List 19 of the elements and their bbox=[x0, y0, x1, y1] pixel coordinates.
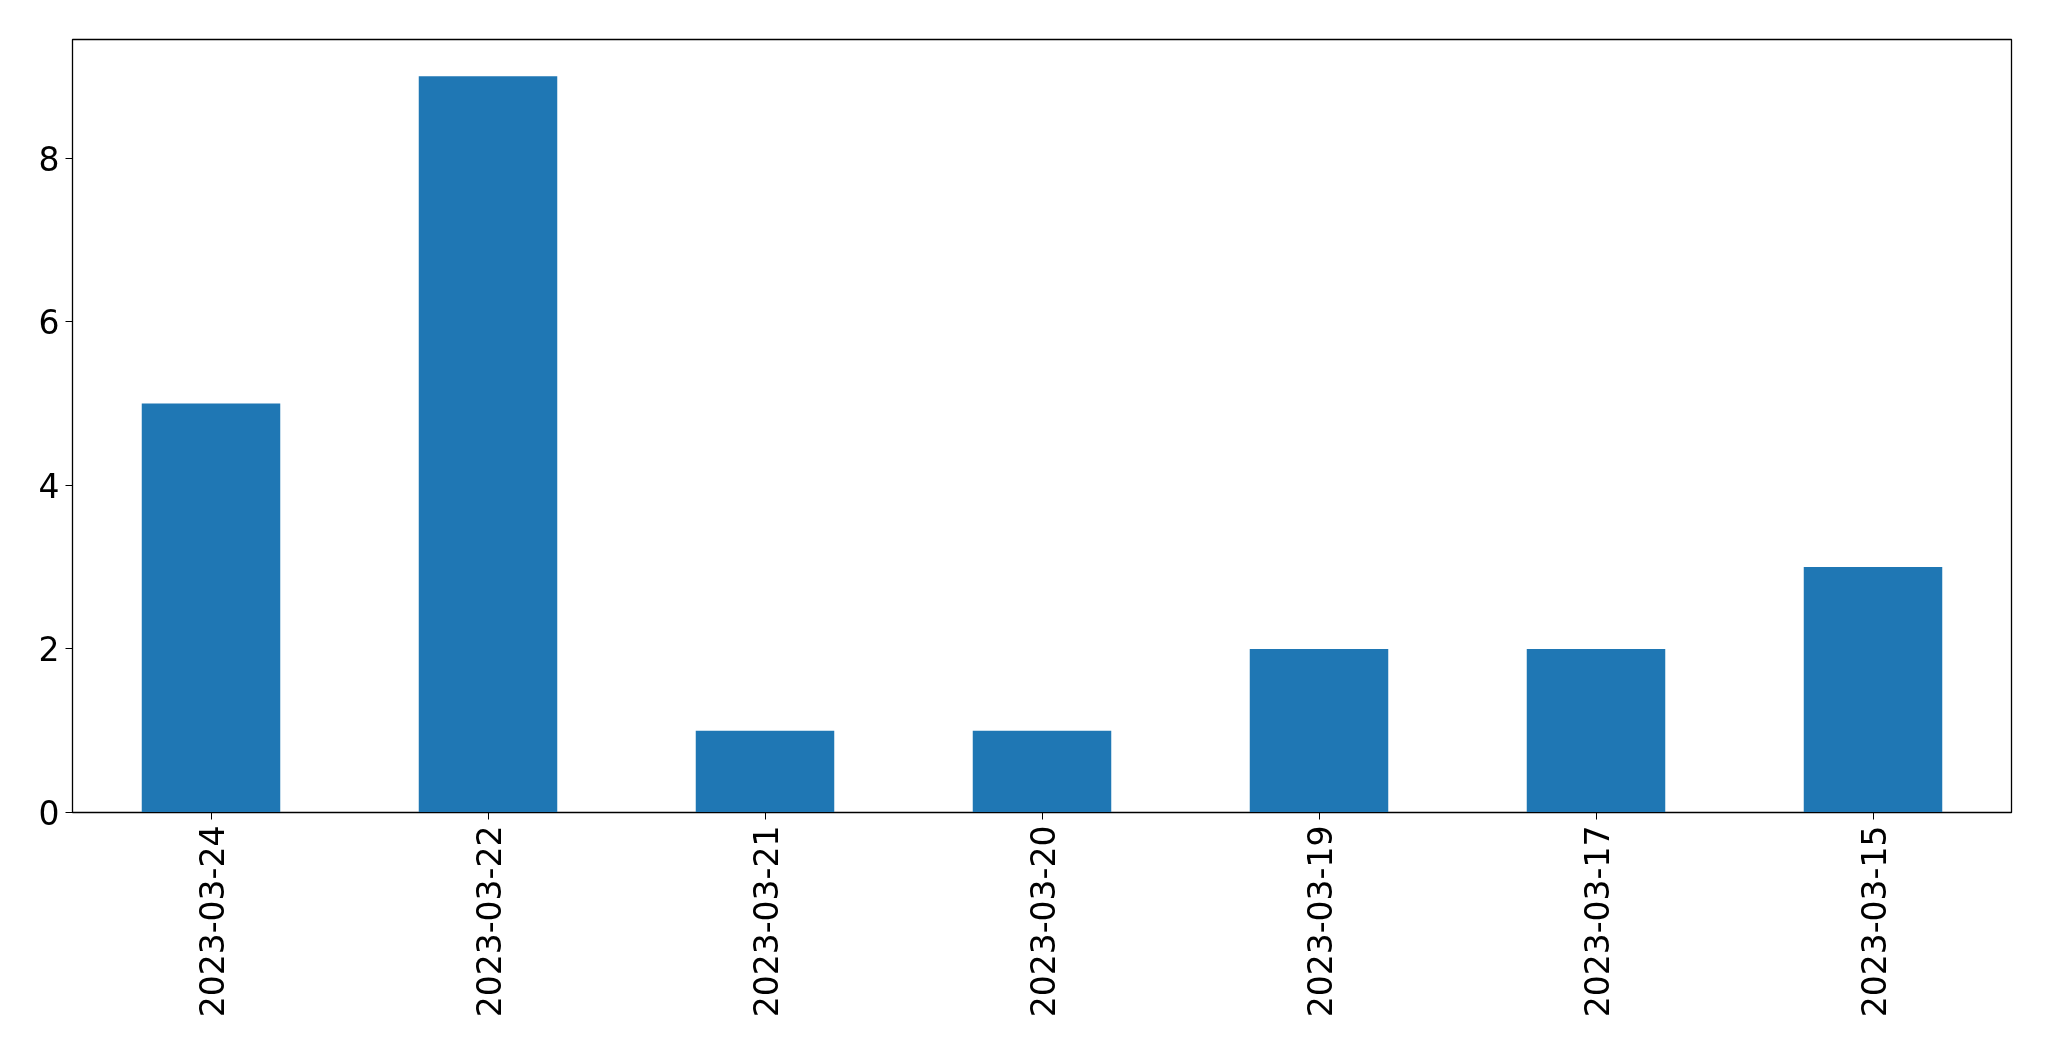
y-tick-label: 4 bbox=[38, 466, 60, 506]
x-tick-label: 2023-03-19 bbox=[1300, 825, 1340, 1018]
bar bbox=[141, 403, 281, 813]
x-tick-label: 2023-03-21 bbox=[746, 825, 786, 1018]
y-tick-label: 0 bbox=[38, 794, 60, 833]
bar bbox=[1249, 648, 1389, 813]
bar bbox=[972, 730, 1112, 813]
x-tick-label: 2023-03-17 bbox=[1577, 825, 1617, 1018]
bar bbox=[695, 730, 835, 813]
x-tick-label: 2023-03-20 bbox=[1023, 825, 1063, 1018]
bar bbox=[1803, 567, 1943, 813]
y-tick-label: 2 bbox=[38, 630, 60, 670]
y-tick-label: 8 bbox=[38, 139, 60, 179]
x-tick-label: 2023-03-22 bbox=[469, 825, 509, 1018]
x-tick-label: 2023-03-24 bbox=[192, 825, 232, 1018]
bar bbox=[1526, 648, 1666, 813]
bar bbox=[418, 76, 558, 813]
y-tick-label: 6 bbox=[38, 303, 60, 343]
x-tick-label: 2023-03-15 bbox=[1854, 825, 1894, 1018]
